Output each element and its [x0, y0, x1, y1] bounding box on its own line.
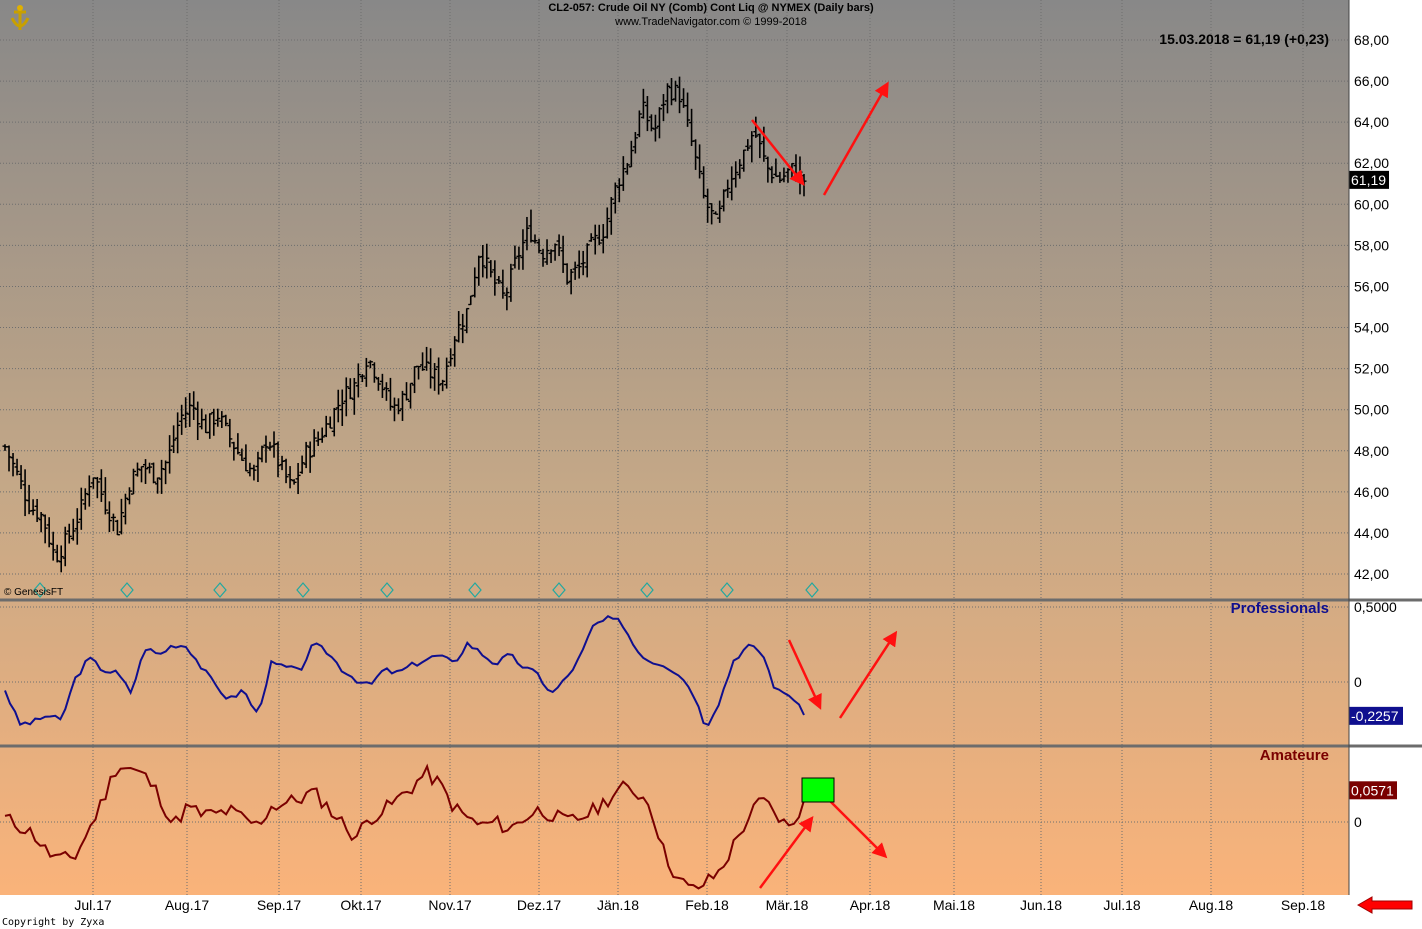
time-tick-label: Mär.18	[766, 897, 809, 913]
price-tick-label: 54,00	[1354, 320, 1389, 336]
time-tick-label: Jul.17	[74, 897, 112, 913]
price-bars	[2, 76, 807, 573]
amateure-pane-title: Amateure	[1259, 747, 1329, 764]
highlight-box	[801, 777, 835, 803]
event-marker-icon	[720, 582, 734, 598]
price-tick-label: 56,00	[1354, 278, 1389, 294]
plot-background	[0, 0, 1349, 895]
annotation-arrow	[822, 81, 889, 196]
professionals-line	[4, 614, 805, 727]
price-tick-label: 58,00	[1354, 237, 1389, 253]
price-tick-label: 60,00	[1354, 196, 1389, 212]
price-tick-label: 64,00	[1354, 114, 1389, 130]
time-tick-label: Aug.18	[1189, 897, 1234, 913]
annotation-arrow	[751, 119, 805, 186]
time-tick-label: Jul.18	[1103, 897, 1141, 913]
price-tick-label: 46,00	[1354, 484, 1389, 500]
price-tick-label: 66,00	[1354, 73, 1389, 89]
last-price-info: 15.03.2018 = 61,19 (+0,23)	[1159, 31, 1329, 47]
axis-labels: 42,00 44,00 46,00 48,00 50,00 52,00 54,00 56,00…	[74, 32, 1403, 913]
amateure-line	[4, 763, 805, 890]
time-tick-label: Aug.17	[165, 897, 210, 913]
event-marker-icon	[805, 582, 819, 598]
time-tick-label: Jän.18	[597, 897, 639, 913]
price-tick-label: 62,00	[1354, 155, 1389, 171]
professionals-last-value-box	[1349, 706, 1403, 725]
time-tick-label: Dez.17	[517, 897, 562, 913]
price-tick-label: 68,00	[1354, 32, 1389, 48]
scroll-right-arrow-icon[interactable]	[1356, 896, 1413, 914]
amateure-tick-label: 0	[1354, 814, 1362, 830]
time-tick-label: Apr.18	[850, 897, 891, 913]
time-tick-label: Okt.17	[340, 897, 381, 913]
event-marker-icon	[552, 582, 566, 598]
indicator-lines	[4, 614, 805, 890]
price-last-value-box	[1349, 170, 1389, 189]
price-tick-label: 44,00	[1354, 525, 1389, 541]
annotation-arrow	[787, 639, 822, 710]
time-tick-label: Mai.18	[933, 897, 975, 913]
event-marker-icon	[640, 582, 654, 598]
annotations	[751, 81, 898, 889]
chart-subtitle: www.TradeNavigator.com © 1999-2018	[615, 16, 807, 28]
event-marker-icon	[120, 582, 134, 598]
copyright: Copyright by Zyxa	[2, 917, 105, 928]
amateure-last-value-box	[1349, 781, 1397, 800]
price-last-value: 61,19	[1351, 172, 1386, 188]
professionals-last-value: -0,2257	[1351, 708, 1399, 724]
event-marker-icon	[213, 582, 227, 598]
time-tick-label: Feb.18	[685, 897, 729, 913]
professionals-tick-label: 0	[1354, 674, 1362, 690]
grid	[0, 0, 1349, 895]
professionals-pane-title: Professionals	[1230, 600, 1329, 617]
price-tick-label: 52,00	[1354, 361, 1389, 377]
annotation-arrow	[758, 815, 814, 889]
genesis-credit: © GenesisFT	[4, 587, 64, 598]
amateure-last-value: 0,0571	[1351, 782, 1394, 798]
price-tick-label: 50,00	[1354, 402, 1389, 418]
xaxis-background	[0, 895, 1349, 929]
time-tick-label: Nov.17	[428, 897, 472, 913]
annotation-arrow	[838, 630, 898, 719]
price-tick-label: 42,00	[1354, 566, 1389, 582]
professionals-tick-label: 0,5000	[1354, 599, 1397, 615]
event-marker-icon	[33, 582, 47, 598]
time-tick-label: Sep.17	[257, 897, 302, 913]
price-tick-label: 48,00	[1354, 443, 1389, 459]
time-tick-label: Jun.18	[1020, 897, 1062, 913]
event-marker-icon	[380, 582, 394, 598]
event-marker-icon	[468, 582, 482, 598]
event-markers	[33, 582, 819, 598]
axis-background	[1349, 0, 1422, 929]
event-marker-icon	[296, 582, 310, 598]
logo-icon	[6, 4, 34, 39]
chart-title: CL2-057: Crude Oil NY (Comb) Cont Liq @ …	[548, 2, 874, 14]
time-tick-label: Sep.18	[1281, 897, 1326, 913]
